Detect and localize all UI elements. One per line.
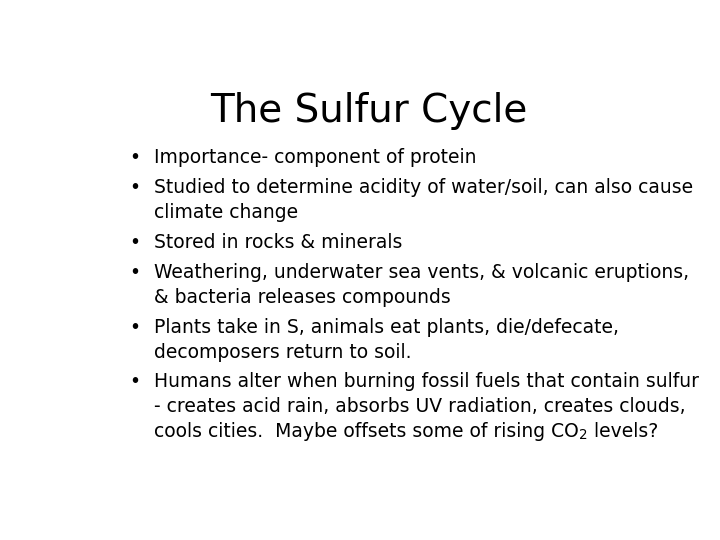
Text: •: • [129, 318, 140, 336]
Text: cools cities.  Maybe offsets some of rising CO: cools cities. Maybe offsets some of risi… [154, 422, 579, 441]
Text: •: • [129, 148, 140, 167]
Text: decomposers return to soil.: decomposers return to soil. [154, 342, 412, 362]
Text: - creates acid rain, absorbs UV radiation, creates clouds,: - creates acid rain, absorbs UV radiatio… [154, 397, 685, 416]
Text: •: • [129, 178, 140, 197]
Text: The Sulfur Cycle: The Sulfur Cycle [210, 92, 528, 130]
Text: 2: 2 [579, 428, 588, 442]
Text: Importance- component of protein: Importance- component of protein [154, 148, 477, 167]
Text: •: • [129, 263, 140, 282]
Text: Humans alter when burning fossil fuels that contain sulfur: Humans alter when burning fossil fuels t… [154, 373, 699, 392]
Text: levels?: levels? [588, 422, 658, 441]
Text: & bacteria releases compounds: & bacteria releases compounds [154, 288, 451, 307]
Text: Stored in rocks & minerals: Stored in rocks & minerals [154, 233, 402, 252]
Text: •: • [129, 233, 140, 252]
Text: Studied to determine acidity of water/soil, can also cause: Studied to determine acidity of water/so… [154, 178, 693, 197]
Text: climate change: climate change [154, 203, 298, 222]
Text: Weathering, underwater sea vents, & volcanic eruptions,: Weathering, underwater sea vents, & volc… [154, 263, 689, 282]
Text: Plants take in S, animals eat plants, die/defecate,: Plants take in S, animals eat plants, di… [154, 318, 619, 336]
Text: •: • [129, 373, 140, 392]
